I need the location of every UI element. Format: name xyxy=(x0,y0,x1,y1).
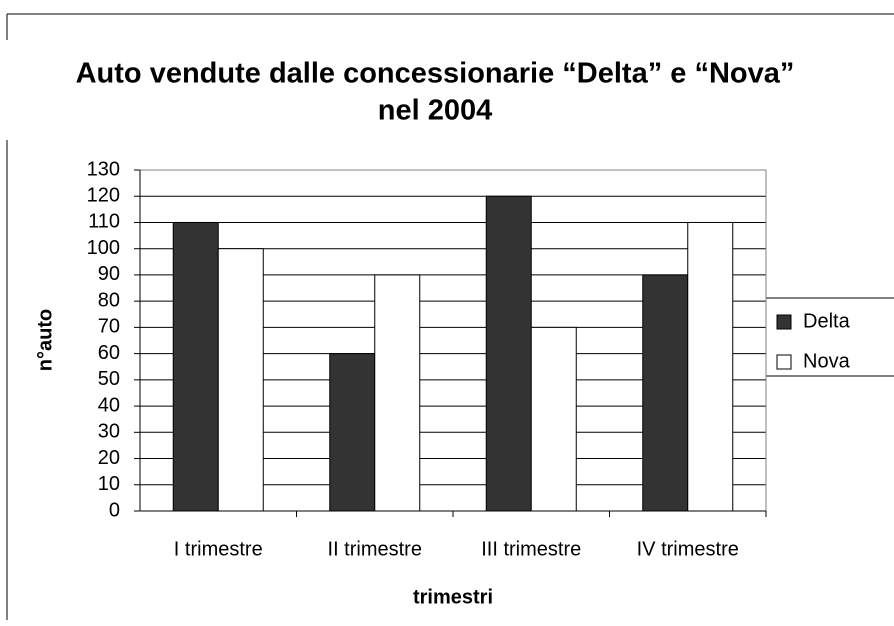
bar xyxy=(217,248,264,512)
legend-label: Delta xyxy=(803,310,851,332)
y-tick-label: 70 xyxy=(98,316,120,338)
y-tick-label: 30 xyxy=(98,421,120,443)
bar xyxy=(374,274,421,512)
y-tick-label: 110 xyxy=(88,211,120,233)
y-tick-label: 90 xyxy=(98,263,120,285)
y-tick-label: 50 xyxy=(98,368,120,390)
bar xyxy=(172,221,219,512)
y-tick-label: 130 xyxy=(87,158,120,180)
bar xyxy=(329,353,376,512)
chart-title: Auto vendute dalle concessionarie “Delta… xyxy=(76,58,795,90)
bar xyxy=(687,221,734,512)
legend-label: Nova xyxy=(803,350,851,372)
x-tick-label: III trimestre xyxy=(481,538,581,560)
bar xyxy=(485,195,532,512)
y-tick-label: 60 xyxy=(98,342,120,364)
x-axis-label: trimestri xyxy=(413,586,493,608)
y-tick-label: 40 xyxy=(98,394,120,416)
y-tick-label: 100 xyxy=(87,237,120,259)
y-tick-label: 120 xyxy=(87,185,120,207)
x-tick-label: II trimestre xyxy=(328,538,422,560)
y-tick-label: 80 xyxy=(98,289,120,311)
bar xyxy=(530,326,577,512)
y-tick-label: 20 xyxy=(98,447,120,469)
x-tick-label: I trimestre xyxy=(174,538,263,560)
y-axis-label: n°auto xyxy=(34,309,56,371)
legend-swatch xyxy=(776,354,792,370)
y-tick-label: 0 xyxy=(109,499,120,521)
x-tick-label: IV trimestre xyxy=(637,538,739,560)
legend-swatch xyxy=(776,314,792,330)
chart-title: nel 2004 xyxy=(378,95,492,127)
y-tick-label: 10 xyxy=(98,473,120,495)
bar xyxy=(642,274,689,512)
